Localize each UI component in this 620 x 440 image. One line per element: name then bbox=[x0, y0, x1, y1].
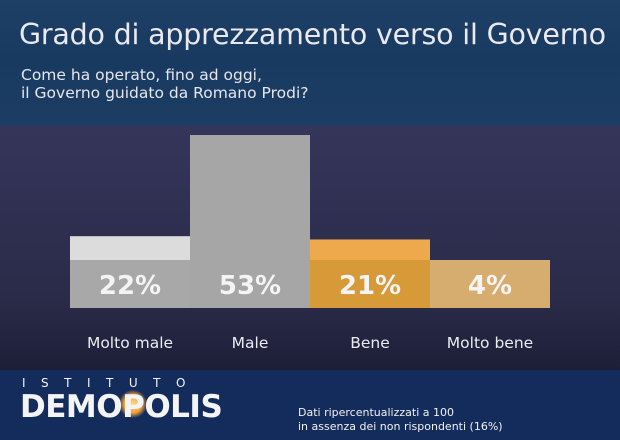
bar-value-band bbox=[190, 260, 310, 308]
footer-band: ISTITUTO DEMOPOLIS Dati ripercentualizza… bbox=[0, 370, 620, 440]
category-label: Male bbox=[232, 334, 269, 352]
bar-value-band bbox=[430, 260, 550, 308]
bar-value-label: 21% bbox=[339, 271, 401, 301]
header-band: Grado di apprezzamento verso il Governo … bbox=[0, 0, 620, 126]
bar-value-band bbox=[310, 260, 430, 308]
chart-title: Grado di apprezzamento verso il Governo bbox=[19, 18, 606, 51]
logo-demopolis: DEMOPOLIS bbox=[20, 389, 223, 425]
bar-chart-svg: 22% Molto male 53% Male 21% Bene 4% Molto bene bbox=[70, 135, 550, 352]
category-label: Molto bene bbox=[447, 334, 533, 352]
bar-value-label: 22% bbox=[99, 271, 161, 301]
bar-chart: 22% Molto male 53% Male 21% Bene 4% Molto bene bbox=[0, 126, 620, 370]
footnote: Dati ripercentualizzati a 100 in assenza… bbox=[298, 406, 503, 433]
chart-subtitle: Come ha operato, fino ad oggi, il Govern… bbox=[21, 66, 309, 102]
bar-value-band bbox=[70, 260, 190, 308]
bar-value-label: 53% bbox=[219, 271, 281, 301]
logo-sun-icon bbox=[119, 390, 147, 418]
category-label: Bene bbox=[350, 334, 390, 352]
logo-istituto: ISTITUTO bbox=[22, 376, 201, 390]
bar-value-label: 4% bbox=[468, 271, 512, 301]
category-label: Molto male bbox=[87, 334, 173, 352]
